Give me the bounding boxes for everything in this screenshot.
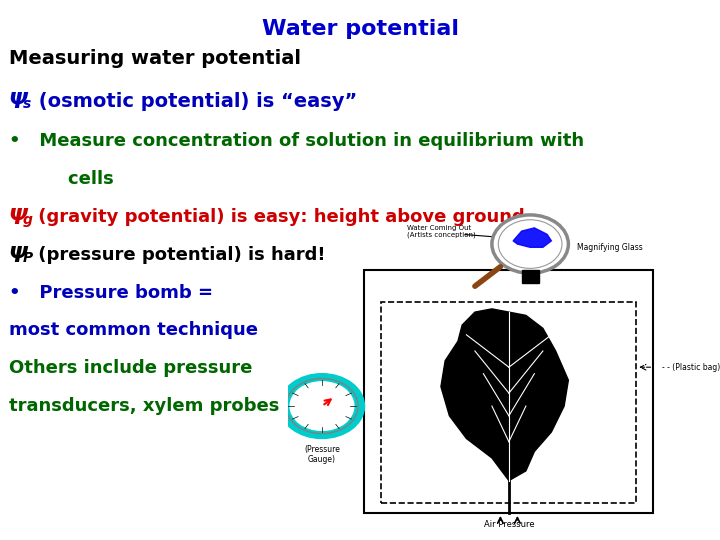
Text: (Pressure
Gauge): (Pressure Gauge): [304, 445, 340, 464]
Text: Water Coming Out
(Artists conception): Water Coming Out (Artists conception): [407, 225, 476, 238]
Text: (osmotic potential) is “easy”: (osmotic potential) is “easy”: [32, 92, 357, 111]
Circle shape: [290, 382, 354, 430]
Bar: [521, 270, 539, 283]
Text: •   Pressure bomb =: • Pressure bomb =: [9, 284, 212, 301]
Circle shape: [498, 220, 562, 268]
Text: Measuring water potential: Measuring water potential: [9, 49, 301, 68]
Text: most common technique: most common technique: [9, 321, 258, 339]
Text: Water potential: Water potential: [261, 19, 459, 39]
Polygon shape: [513, 228, 552, 247]
Text: •   Measure concentration of solution in equilibrium with: • Measure concentration of solution in e…: [9, 132, 584, 150]
Text: (gravity potential) is easy: height above ground: (gravity potential) is easy: height abov…: [32, 208, 524, 226]
Text: cells: cells: [43, 170, 114, 188]
Text: (pressure potential) is hard!: (pressure potential) is hard!: [32, 246, 325, 264]
Text: Ψ: Ψ: [9, 246, 27, 266]
Text: - - (Plastic bag): - - (Plastic bag): [662, 363, 720, 372]
Text: Magnifying Glass: Magnifying Glass: [577, 243, 643, 252]
Text: transducers, xylem probes: transducers, xylem probes: [9, 397, 279, 415]
Text: Air Pressure: Air Pressure: [484, 520, 534, 529]
Bar: [364, 270, 653, 513]
Polygon shape: [441, 309, 568, 481]
Text: Ψ: Ψ: [9, 92, 27, 112]
Text: s: s: [23, 97, 31, 111]
Bar: [382, 302, 636, 503]
Text: Others include pressure: Others include pressure: [9, 359, 252, 377]
Text: P: P: [23, 251, 33, 265]
Text: g: g: [23, 213, 33, 227]
Circle shape: [492, 215, 568, 273]
Circle shape: [279, 374, 364, 438]
Text: Ψ: Ψ: [9, 208, 27, 228]
